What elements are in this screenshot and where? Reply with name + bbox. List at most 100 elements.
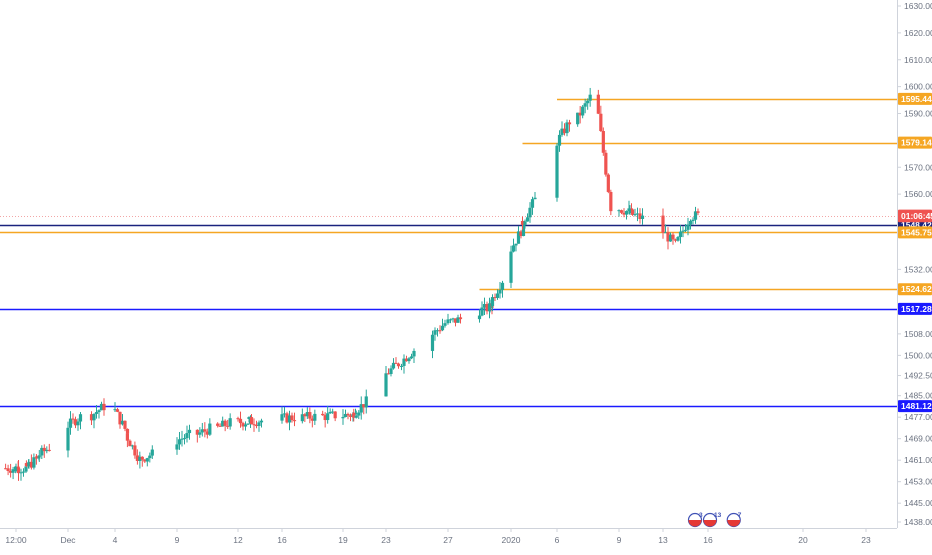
candle-body[interactable] xyxy=(562,128,567,134)
candle-body[interactable] xyxy=(409,356,414,359)
candle-body[interactable] xyxy=(609,191,613,212)
candle-body[interactable] xyxy=(523,221,527,225)
candle-body[interactable] xyxy=(35,456,39,458)
candle-body[interactable] xyxy=(282,413,287,415)
candle-body[interactable] xyxy=(328,411,332,414)
candle-body[interactable] xyxy=(666,232,670,242)
candle-body[interactable] xyxy=(691,219,695,221)
candle-body[interactable] xyxy=(187,429,192,434)
candle-body[interactable] xyxy=(148,455,152,459)
candle-body[interactable] xyxy=(280,414,284,421)
candle-body[interactable] xyxy=(323,415,327,421)
candle-body[interactable] xyxy=(384,373,388,397)
candle-body[interactable] xyxy=(583,103,587,107)
candle-body[interactable] xyxy=(203,429,207,432)
candle-body[interactable] xyxy=(435,330,440,332)
candle-body[interactable] xyxy=(118,411,122,425)
candle-body[interactable] xyxy=(32,457,36,468)
candle-body[interactable] xyxy=(555,145,559,198)
candle-body[interactable] xyxy=(578,112,582,116)
candle-body[interactable] xyxy=(599,113,603,132)
candle-body[interactable] xyxy=(99,403,104,411)
candle-body[interactable] xyxy=(246,423,250,425)
candle-body[interactable] xyxy=(128,440,132,447)
candle-body[interactable] xyxy=(285,413,289,423)
candle-body[interactable] xyxy=(195,429,199,435)
candle-body[interactable] xyxy=(9,471,13,473)
candle-body[interactable] xyxy=(511,245,516,252)
candle-body[interactable] xyxy=(40,447,44,456)
candle-body[interactable] xyxy=(588,94,592,101)
candle-body[interactable] xyxy=(663,232,668,234)
candle-body[interactable] xyxy=(249,417,254,425)
candle-body[interactable] xyxy=(34,457,38,459)
candle-body[interactable] xyxy=(635,213,640,215)
candle-body[interactable] xyxy=(257,422,261,426)
candle-body[interactable] xyxy=(673,239,678,241)
candle-body[interactable] xyxy=(78,414,83,422)
candle-body[interactable] xyxy=(617,210,621,212)
candle-body[interactable] xyxy=(216,423,220,426)
candle-body[interactable] xyxy=(676,237,680,241)
candle-body[interactable] xyxy=(308,412,312,419)
candle-body[interactable] xyxy=(516,231,521,244)
candle-body[interactable] xyxy=(24,466,28,472)
candle-body[interactable] xyxy=(521,221,526,237)
candle-body[interactable] xyxy=(565,122,569,134)
candle-body[interactable] xyxy=(97,410,101,413)
candle-body[interactable] xyxy=(630,209,635,215)
candle-body[interactable] xyxy=(313,413,317,421)
candle-body[interactable] xyxy=(668,234,673,242)
candle-body[interactable] xyxy=(238,418,243,424)
candle-body[interactable] xyxy=(241,423,245,427)
candle-body[interactable] xyxy=(76,421,80,426)
candle-body[interactable] xyxy=(446,319,450,324)
candle-body[interactable] xyxy=(359,404,363,413)
candle-body[interactable] xyxy=(102,403,106,411)
candle-body[interactable] xyxy=(581,106,585,116)
candle-body[interactable] xyxy=(226,425,230,427)
candle-body[interactable] xyxy=(386,373,391,375)
candle-body[interactable] xyxy=(73,419,78,426)
candle-body[interactable] xyxy=(576,112,580,125)
candle-body[interactable] xyxy=(247,417,251,419)
candle-body[interactable] xyxy=(218,425,222,427)
candle-body[interactable] xyxy=(696,211,700,213)
candle-body[interactable] xyxy=(451,318,455,320)
candle-body[interactable] xyxy=(490,297,495,307)
candle-body[interactable] xyxy=(686,224,690,230)
candle-body[interactable] xyxy=(6,468,10,472)
candle-body[interactable] xyxy=(596,94,600,114)
candle-body[interactable] xyxy=(208,423,212,435)
candle-body[interactable] xyxy=(399,365,404,367)
candle-body[interactable] xyxy=(354,415,358,418)
candle-body[interactable] xyxy=(333,411,337,419)
candle-body[interactable] xyxy=(438,330,442,332)
candle-body[interactable] xyxy=(145,458,149,462)
candle-body[interactable] xyxy=(115,409,120,412)
candle-body[interactable] xyxy=(259,420,264,423)
candle-body[interactable] xyxy=(433,330,437,335)
candle-body[interactable] xyxy=(601,131,605,153)
candle-body[interactable] xyxy=(37,455,41,457)
candle-body[interactable] xyxy=(303,414,307,417)
candle-body[interactable] xyxy=(500,282,505,290)
candle-body[interactable] xyxy=(228,418,232,427)
candle-body[interactable] xyxy=(560,128,564,135)
candle-body[interactable] xyxy=(138,456,142,458)
candle-body[interactable] xyxy=(68,418,73,428)
candle-body[interactable] xyxy=(453,318,458,323)
candle-body[interactable] xyxy=(42,447,46,452)
candle-body[interactable] xyxy=(135,455,139,461)
candle-body[interactable] xyxy=(396,363,401,367)
candle-body[interactable] xyxy=(586,100,590,104)
candle-body[interactable] xyxy=(528,207,532,218)
candle-body[interactable] xyxy=(514,243,518,246)
candle-body[interactable] xyxy=(200,429,204,433)
candle-body[interactable] xyxy=(236,418,240,420)
candle-body[interactable] xyxy=(123,420,127,429)
candle-body[interactable] xyxy=(530,199,535,208)
candle-body[interactable] xyxy=(292,420,297,422)
candle-body[interactable] xyxy=(182,438,187,440)
